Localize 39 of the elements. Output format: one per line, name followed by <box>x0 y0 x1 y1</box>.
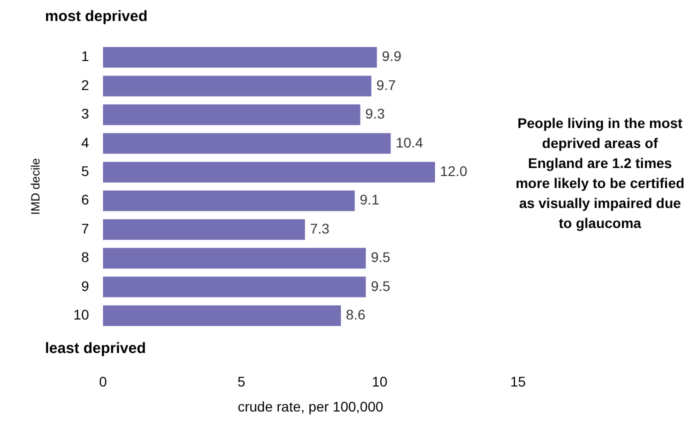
text: least deprived <box>45 340 146 357</box>
bar <box>103 219 305 240</box>
data-label: 9.5 <box>370 249 391 266</box>
y-tick-label: 9 <box>81 278 90 294</box>
data-label: 9.5 <box>370 278 391 294</box>
y-tick-label: 6 <box>81 192 90 208</box>
y-tick-label: 1 <box>81 48 90 64</box>
y-axis-title: IMD decile <box>28 158 43 215</box>
data-label: 9.7 <box>376 76 396 93</box>
y-tick-label: 4 <box>81 134 90 150</box>
x-axis-title: crude rate, per 100,000 <box>238 398 384 414</box>
data-label: 12.0 <box>440 163 468 180</box>
annotation: People living in the most deprived areas of England are 1.2 times more likely to be certified as visually impaired due to glaucoma <box>515 114 685 233</box>
bar <box>103 47 377 68</box>
y-tick-label: 10 <box>73 306 90 323</box>
x-tick-label: 5 <box>237 373 246 390</box>
data-label: 10.4 <box>396 134 424 150</box>
bar <box>103 76 372 96</box>
x-tick-label: 10 <box>372 373 388 390</box>
text: most deprived <box>45 8 148 25</box>
bar <box>103 248 366 269</box>
data-label: 7.3 <box>310 220 330 236</box>
data-label: 8.6 <box>346 306 366 323</box>
data-label: 9.9 <box>382 48 402 64</box>
bar <box>103 305 341 326</box>
x-tick-label: 0 <box>99 373 108 390</box>
bar <box>103 133 391 154</box>
y-tick-label: 2 <box>81 76 90 93</box>
bar <box>103 162 435 182</box>
y-tick-label: 3 <box>81 106 90 122</box>
bar <box>103 104 360 126</box>
y-tick-label: 8 <box>81 249 90 266</box>
data-label: 9.1 <box>360 192 380 208</box>
y-tick-label: 7 <box>81 220 90 236</box>
y-tick-label: 5 <box>81 163 90 180</box>
x-tick-label: 15 <box>510 373 526 390</box>
bar <box>103 276 366 298</box>
bar <box>103 190 355 212</box>
data-label: 9.3 <box>365 106 385 122</box>
